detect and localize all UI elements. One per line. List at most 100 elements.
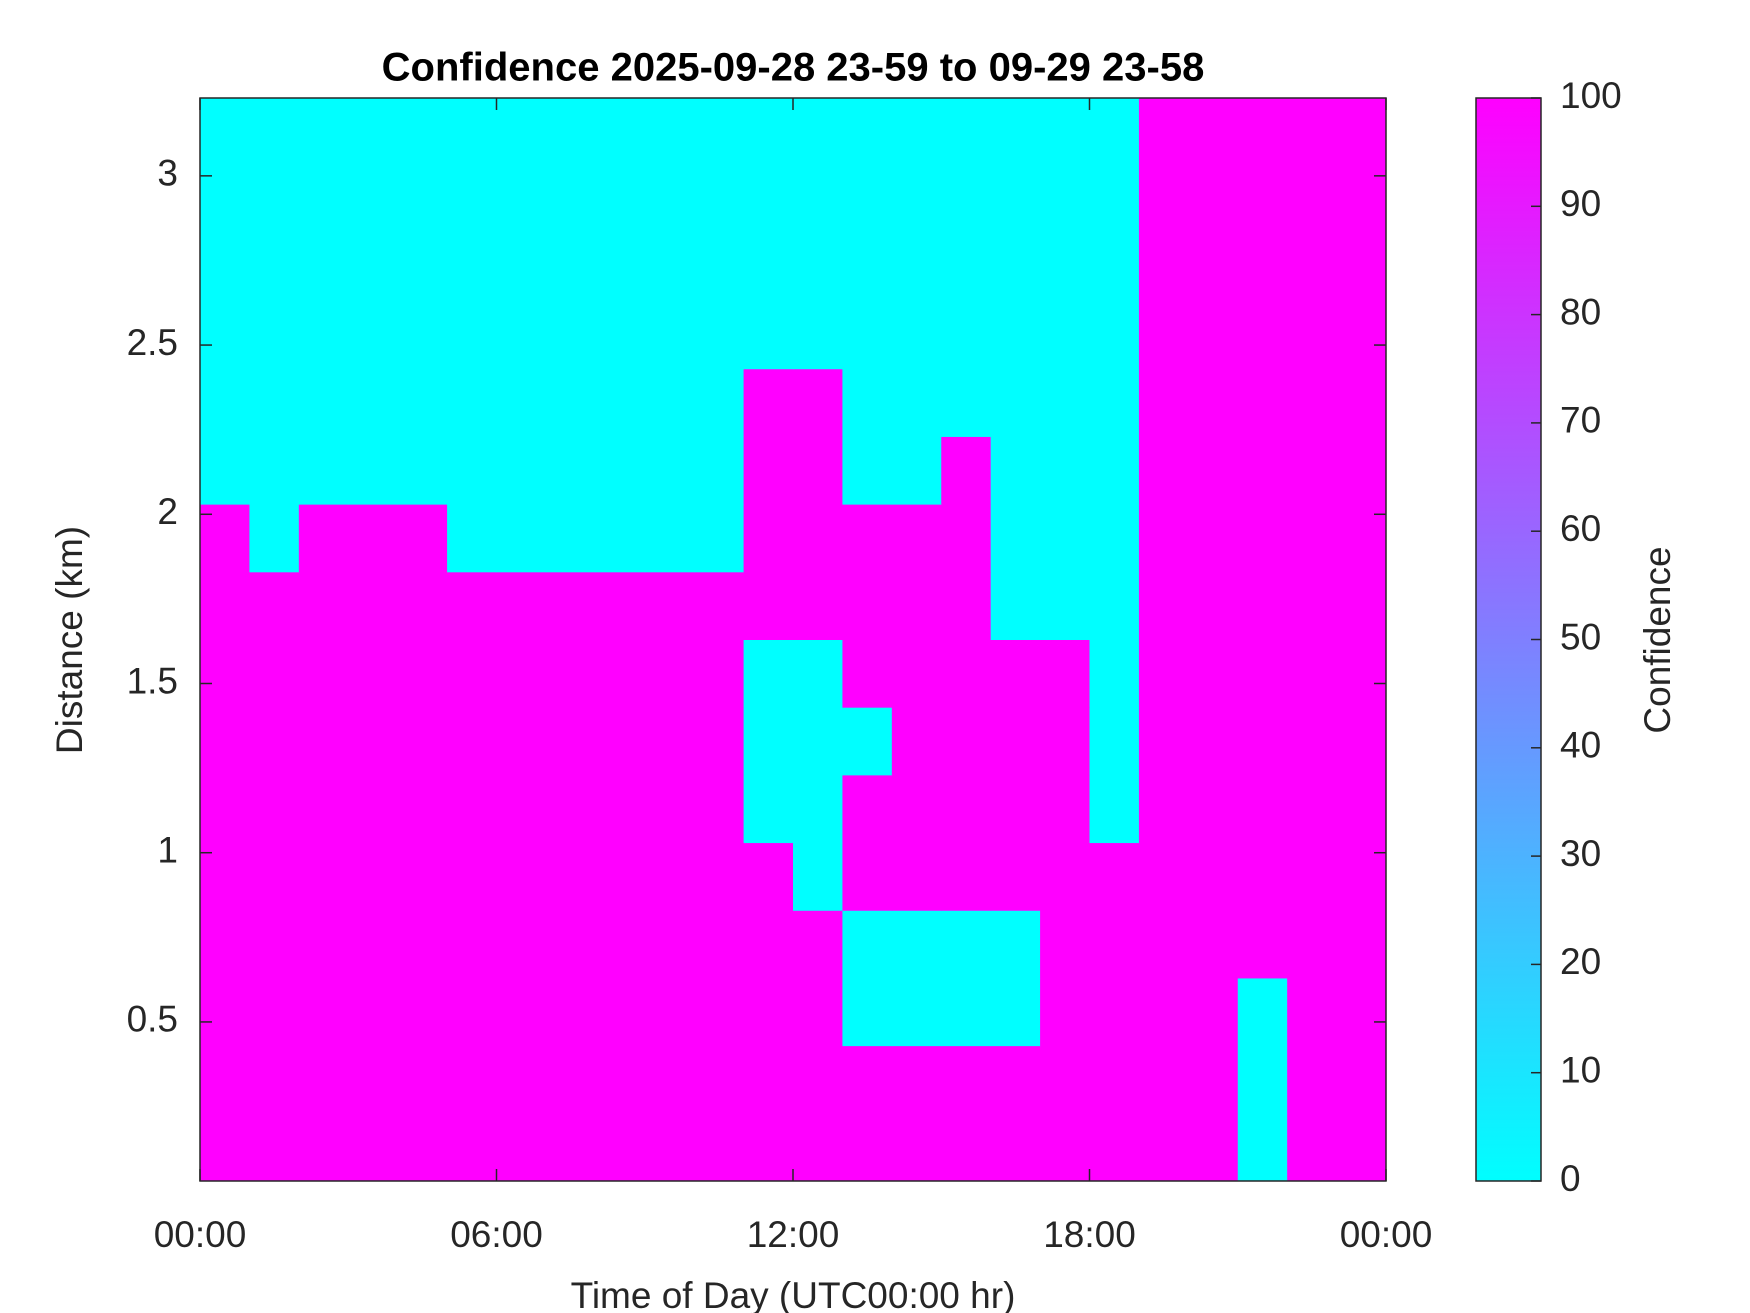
heat-cell [595, 977, 646, 1047]
heat-cell [644, 977, 695, 1047]
heat-cell [842, 165, 893, 234]
heat-cell [249, 1113, 300, 1182]
heat-cell [545, 98, 596, 167]
heat-cell [1138, 436, 1189, 505]
heat-cell [496, 368, 547, 437]
heat-cell [595, 910, 646, 979]
heat-cell [595, 368, 646, 437]
heat-cell [348, 504, 399, 573]
heat-cell [842, 1045, 893, 1114]
heat-cell [397, 910, 448, 979]
heat-cell [1188, 571, 1239, 640]
heat-cell [348, 1113, 399, 1182]
heat-cell [842, 98, 893, 167]
heat-cell [1188, 436, 1239, 505]
heat-cell [595, 301, 646, 370]
heat-cell [496, 1045, 547, 1114]
heat-cell [397, 842, 448, 911]
heat-cell [694, 504, 745, 573]
y-tick-label: 1 [157, 829, 178, 870]
heat-cell [397, 1113, 448, 1182]
heat-cell [941, 98, 992, 167]
x-tick-label: 00:00 [1340, 1214, 1433, 1255]
heat-cell [447, 842, 497, 911]
heat-cell [941, 504, 992, 573]
heat-cell [348, 639, 399, 708]
heat-cell [1287, 977, 1338, 1047]
heat-cell [397, 707, 448, 776]
heatmap [200, 98, 1387, 1182]
heat-cell [891, 98, 942, 167]
heat-cell [941, 436, 992, 505]
heat-cell [1336, 707, 1387, 776]
heat-cell [545, 842, 596, 911]
heat-cell [348, 98, 399, 167]
heat-cell [298, 504, 349, 573]
heat-cell [1138, 301, 1189, 370]
heat-cell [1089, 165, 1140, 234]
heat-cell [447, 639, 497, 708]
heat-cell [200, 842, 250, 911]
colorbar-tick-label: 70 [1560, 400, 1601, 441]
heat-cell [1287, 504, 1338, 573]
heat-cell [1336, 571, 1387, 640]
heat-cell [1336, 774, 1387, 844]
heat-cell [743, 98, 794, 167]
heat-cell [793, 98, 843, 167]
heat-cell [743, 233, 794, 302]
heat-cell [743, 1045, 794, 1114]
heat-cell [644, 165, 695, 234]
heat-cell [200, 436, 250, 505]
heat-cell [1089, 977, 1140, 1047]
heat-cell [1188, 368, 1239, 437]
heat-cell [397, 774, 448, 844]
heat-cell [496, 707, 547, 776]
heat-cell [447, 436, 497, 505]
heat-cell [1040, 774, 1090, 844]
heat-cell [1040, 707, 1090, 776]
heat-cell [397, 504, 448, 573]
heat-cell [1336, 1113, 1387, 1182]
heat-cell [644, 639, 695, 708]
heat-cell [1089, 1113, 1140, 1182]
colorbar-tick-label: 90 [1560, 183, 1601, 224]
heat-cell [941, 910, 992, 979]
heat-cell [298, 233, 349, 302]
heat-cell [545, 571, 596, 640]
colorbar-tick-label: 30 [1560, 833, 1601, 874]
heat-cell [941, 165, 992, 234]
heat-cell [1188, 1045, 1239, 1114]
heat-cell [397, 639, 448, 708]
x-tick-label: 00:00 [154, 1214, 247, 1255]
heat-cell [298, 165, 349, 234]
colorbar-tick-label: 0 [1560, 1158, 1581, 1199]
heat-cell [1287, 1045, 1338, 1114]
heat-cell [545, 504, 596, 573]
heat-cell [200, 639, 250, 708]
y-tick-label: 3 [157, 153, 178, 194]
heat-cell [1287, 910, 1338, 979]
heat-cell [743, 774, 794, 844]
heat-cell [990, 1045, 1041, 1114]
heat-cell [1336, 910, 1387, 979]
heat-cell [298, 1113, 349, 1182]
heat-cell [891, 165, 942, 234]
heat-cell [941, 977, 992, 1047]
heat-cell [1188, 910, 1239, 979]
y-tick-label: 1.5 [127, 660, 178, 701]
heat-cell [1089, 910, 1140, 979]
heat-cell [1287, 436, 1338, 505]
heat-cell [644, 707, 695, 776]
heat-cell [1138, 1113, 1189, 1182]
heat-cell [447, 233, 497, 302]
heat-cell [1237, 165, 1288, 234]
heat-cell [595, 1113, 646, 1182]
heat-cell [447, 504, 497, 573]
heat-cell [348, 707, 399, 776]
heat-cell [1138, 910, 1189, 979]
heat-cell [1040, 301, 1090, 370]
heat-cell [1237, 1045, 1288, 1114]
heat-cell [249, 639, 300, 708]
heat-cell [397, 233, 448, 302]
heat-cell [941, 842, 992, 911]
